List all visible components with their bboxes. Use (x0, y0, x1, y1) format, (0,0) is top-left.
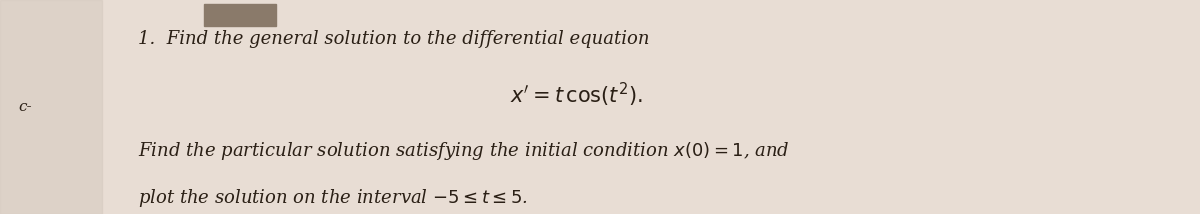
Text: c-: c- (18, 100, 31, 114)
Bar (0, 0, 102, 214)
Bar (204, 4, 276, 26)
Text: plot the solution on the interval $-5 \leq t \leq 5$.: plot the solution on the interval $-5 \l… (138, 187, 528, 209)
Text: Find the particular solution satisfying the initial condition $x(0) = 1$, and: Find the particular solution satisfying … (138, 140, 790, 162)
Text: 1.  Find the general solution to the differential equation: 1. Find the general solution to the diff… (138, 30, 649, 48)
Text: $x' = t\,\cos(t^2).$: $x' = t\,\cos(t^2).$ (510, 81, 642, 109)
